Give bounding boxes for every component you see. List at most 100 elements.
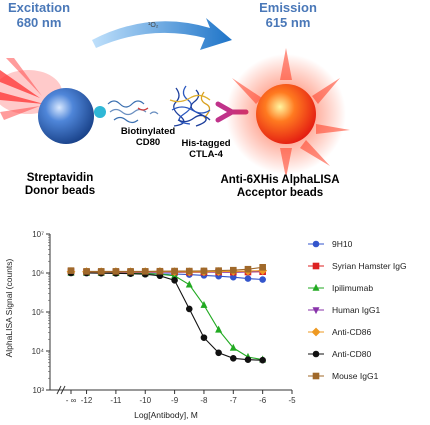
chart-axes: 10³ 10⁴ 10⁵ 10⁶ 10⁷ -12 -11 -10 -9 -8 -7 -6 -5 - ∞ bbox=[32, 230, 296, 405]
emission-wavelength: 615 nm bbox=[265, 15, 311, 30]
his-tagged-ctla4-text: His-tagged CTLA-4 bbox=[170, 138, 242, 160]
series-line bbox=[86, 272, 263, 361]
legend-marker bbox=[312, 372, 320, 380]
data-point bbox=[83, 268, 90, 275]
y-axis-title: AlphaLISA Signal (counts) bbox=[4, 258, 14, 357]
biotinylated-line1: Biotinylated bbox=[120, 126, 176, 137]
data-point bbox=[215, 325, 223, 333]
legend-item: Human IgG1 bbox=[308, 305, 380, 315]
series-mouse-igg1 bbox=[67, 264, 266, 275]
donor-bead-icon bbox=[38, 88, 94, 144]
legend-item: Ipilimumab bbox=[308, 283, 373, 293]
x-tick-label: -6 bbox=[259, 396, 267, 405]
data-point bbox=[141, 268, 149, 275]
dose-response-chart: 10³ 10⁴ 10⁵ 10⁶ 10⁷ -12 -11 -10 -9 -8 -7 -6 -5 - ∞ 9H… bbox=[4, 230, 407, 420]
his-tagged-line1: His-tagged bbox=[181, 138, 231, 149]
emission-text: Emission 615 nm bbox=[248, 0, 328, 30]
donor-beads-text: Streptavidin Donor beads bbox=[8, 172, 112, 198]
x-tick-label: -11 bbox=[110, 396, 122, 405]
data-point bbox=[229, 266, 237, 274]
legend-item: Anti-CD86 bbox=[308, 327, 371, 337]
x-tick-label: -7 bbox=[230, 396, 238, 405]
acceptor-label-line2: Acceptor beads bbox=[236, 187, 324, 199]
data-point bbox=[185, 305, 193, 313]
x-tick-label: -5 bbox=[288, 396, 296, 405]
legend-label: Ipilimumab bbox=[332, 283, 373, 293]
cd80-protein-icon bbox=[107, 100, 159, 124]
data-point bbox=[215, 267, 222, 274]
data-point bbox=[229, 343, 237, 351]
donor-label-line2: Donor beads bbox=[24, 185, 96, 197]
data-point bbox=[112, 268, 120, 275]
legend-marker bbox=[312, 307, 320, 315]
axis-break-mark bbox=[60, 385, 66, 395]
data-point bbox=[171, 276, 178, 284]
data-point bbox=[229, 354, 237, 362]
legend-item: Mouse IgG1 bbox=[308, 371, 379, 381]
data-point bbox=[244, 265, 252, 273]
data-point bbox=[244, 275, 252, 282]
legend-marker bbox=[312, 240, 320, 248]
biotinylated-cd80-text: Biotinylated CD80 bbox=[112, 126, 184, 148]
axis-break-mark bbox=[56, 385, 62, 395]
y-tick-label: 10⁷ bbox=[32, 230, 44, 239]
legend-label: Anti-CD80 bbox=[332, 349, 371, 359]
data-point bbox=[185, 280, 193, 288]
x-tick-label-neg-inf: - ∞ bbox=[66, 396, 77, 405]
data-point bbox=[171, 267, 178, 275]
legend-label: 9H10 bbox=[332, 239, 353, 249]
data-point bbox=[200, 267, 208, 275]
data-point bbox=[185, 267, 193, 275]
legend-label: Human IgG1 bbox=[332, 305, 380, 315]
data-point bbox=[259, 264, 266, 271]
y-tick-label: 10⁵ bbox=[32, 308, 44, 317]
excitation-burst bbox=[0, 58, 62, 120]
x-axis-title: Log[Antibody], M bbox=[134, 410, 198, 420]
schematic-graphic bbox=[0, 18, 350, 178]
data-point bbox=[156, 267, 164, 275]
series-line bbox=[86, 272, 263, 361]
donor-label-line1: Streptavidin bbox=[26, 172, 94, 184]
legend-label: Anti-CD86 bbox=[332, 327, 371, 337]
data-point bbox=[200, 334, 208, 341]
his-tagged-line2: CTLA-4 bbox=[189, 149, 223, 160]
x-tick-label: -10 bbox=[139, 396, 151, 405]
x-tick-label: -12 bbox=[81, 396, 93, 405]
legend-marker bbox=[312, 350, 320, 358]
energy-transfer-arrow bbox=[92, 18, 232, 50]
legend-item: Syrian Hamster IgG bbox=[308, 261, 407, 271]
x-tick-label: -8 bbox=[200, 396, 208, 405]
excitation-wavelength: 680 nm bbox=[16, 15, 62, 30]
singlet-oxygen-label: ¹O₂ bbox=[148, 22, 159, 29]
assay-schematic: Excitation 680 nm Emission 615 nm ¹O₂ Bi… bbox=[0, 0, 430, 210]
data-point-zero-dose bbox=[67, 267, 75, 274]
data-point bbox=[259, 356, 266, 364]
data-point bbox=[215, 349, 222, 357]
legend-label: Syrian Hamster IgG bbox=[332, 261, 407, 271]
excitation-label: Excitation bbox=[7, 0, 71, 15]
y-tick-label: 10³ bbox=[32, 386, 44, 395]
acceptor-label-line1: Anti-6XHis AlphaLISA bbox=[220, 174, 340, 186]
legend-marker bbox=[312, 283, 320, 291]
data-point bbox=[244, 356, 252, 363]
series-ipilimumab bbox=[67, 268, 267, 363]
data-point bbox=[200, 300, 208, 308]
y-tick-label: 10⁴ bbox=[32, 347, 45, 356]
legend-marker bbox=[311, 327, 321, 337]
y-tick-label: 10⁶ bbox=[32, 269, 44, 278]
legend-marker bbox=[312, 262, 320, 270]
data-point bbox=[259, 276, 266, 283]
excitation-text: Excitation 680 nm bbox=[6, 0, 72, 30]
legend-label: Mouse IgG1 bbox=[332, 371, 379, 381]
chart-legend: 9H10 Syrian Hamster IgG Ipilimumab Human Ig… bbox=[308, 239, 407, 381]
acceptor-beads-text: Anti-6XHis AlphaLISA Acceptor beads bbox=[200, 174, 360, 200]
emission-label: Emission bbox=[259, 0, 317, 15]
chart-series bbox=[66, 264, 268, 364]
biotinylated-line2: CD80 bbox=[135, 137, 161, 148]
legend-item: Anti-CD80 bbox=[308, 349, 371, 359]
data-point bbox=[127, 268, 134, 275]
emission-rays bbox=[232, 48, 350, 178]
x-tick-label: -9 bbox=[171, 396, 179, 405]
acceptor-bead-icon bbox=[256, 84, 316, 144]
data-point bbox=[97, 268, 105, 275]
